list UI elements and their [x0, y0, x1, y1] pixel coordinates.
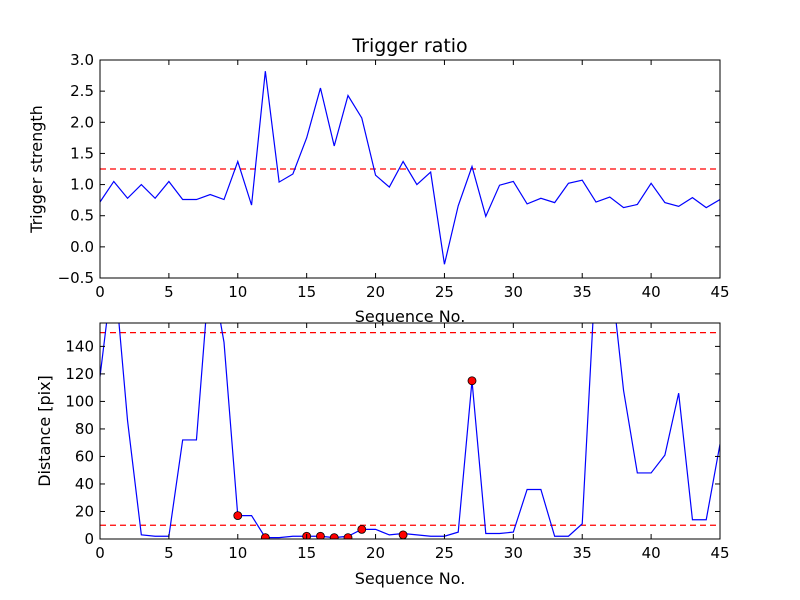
bottom-marker-point-0 [233, 511, 243, 521]
top-x-tick-label: 0 [95, 283, 105, 301]
bottom-y-tick-label: 120 [65, 365, 94, 383]
bottom-marker-point-6 [357, 524, 367, 534]
top-y-tick-label: 2.5 [70, 82, 94, 100]
bottom-y-tick-label: 140 [65, 337, 94, 355]
bottom-y-tick-label: 20 [75, 502, 94, 520]
bottom-y-axis-label: Distance [pix] [35, 375, 54, 487]
bottom-x-tick-label: 0 [95, 544, 105, 562]
top-y-tick-label: 1.0 [70, 176, 94, 194]
top-x-tick-label: 20 [366, 283, 385, 301]
bottom-x-tick-label: 45 [710, 544, 729, 562]
top-x-axis-label: Sequence No. [355, 307, 466, 326]
top-chart-title: Trigger ratio [351, 35, 467, 57]
bottom-axes-frame [99, 322, 721, 540]
top-y-tick-label: −0.5 [58, 269, 94, 287]
top-y-tick-label: 3.0 [70, 51, 94, 69]
top-y-axis-label: Trigger strength [27, 105, 46, 234]
bottom-x-tick-label: 35 [573, 544, 592, 562]
top-y-tick-label: 1.5 [70, 144, 94, 162]
bottom-x-tick-label: 10 [228, 544, 247, 562]
bottom-marker-point-7 [398, 530, 408, 539]
bottom-marker-point-8 [467, 376, 477, 386]
bottom-x-tick-label: 20 [366, 544, 385, 562]
top-y-tick-label: 2.0 [70, 113, 94, 131]
bottom-marker-point-5 [343, 533, 353, 539]
bottom-marker-point-3 [316, 531, 325, 539]
top-x-tick-label: 40 [642, 283, 661, 301]
distance-chart: 0 5 10 15 20 25 30 35 40 45 0 20 40 60 80 100 120 140 Seq… [35, 322, 730, 588]
top-x-tick-label: 15 [297, 283, 316, 301]
top-x-tick-label: 35 [573, 283, 592, 301]
bottom-x-tick-label: 5 [164, 544, 174, 562]
bottom-x-tick-label: 25 [435, 544, 454, 562]
bottom-y-tick-label: 40 [75, 475, 94, 493]
bottom-x-axis-label: Sequence No. [355, 569, 466, 588]
top-y-tick-label: 0.5 [70, 207, 94, 225]
bottom-marker-point-1 [260, 533, 270, 539]
bottom-y-tick-label: 0 [84, 530, 94, 548]
top-axes-frame [99, 59, 721, 279]
bottom-marker-point-4 [329, 533, 339, 539]
bottom-series-line-0 [100, 323, 720, 539]
top-y-tick-label: 0.0 [70, 238, 94, 256]
bottom-x-tick-label: 15 [297, 544, 316, 562]
top-x-tick-label: 10 [228, 283, 247, 301]
bottom-x-tick-label: 30 [504, 544, 523, 562]
trigger-ratio-chart: 0 5 10 15 20 25 30 35 40 45 −0.5 0.0 0.5 1.0 1.5 2.0 2.5… [27, 35, 730, 326]
bottom-y-tick-label: 80 [75, 420, 94, 438]
top-x-tick-label: 5 [164, 283, 174, 301]
bottom-y-tick-label: 100 [65, 392, 94, 410]
top-x-tick-label: 30 [504, 283, 523, 301]
top-x-tick-label: 45 [710, 283, 729, 301]
top-x-tick-label: 25 [435, 283, 454, 301]
bottom-y-tick-label: 60 [75, 447, 94, 465]
top-series-line-0 [100, 71, 720, 265]
bottom-x-tick-label: 40 [642, 544, 661, 562]
